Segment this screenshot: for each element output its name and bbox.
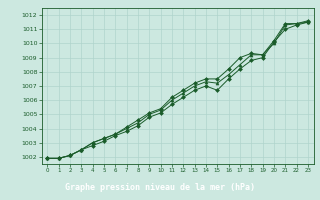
Text: Graphe pression niveau de la mer (hPa): Graphe pression niveau de la mer (hPa) xyxy=(65,183,255,192)
